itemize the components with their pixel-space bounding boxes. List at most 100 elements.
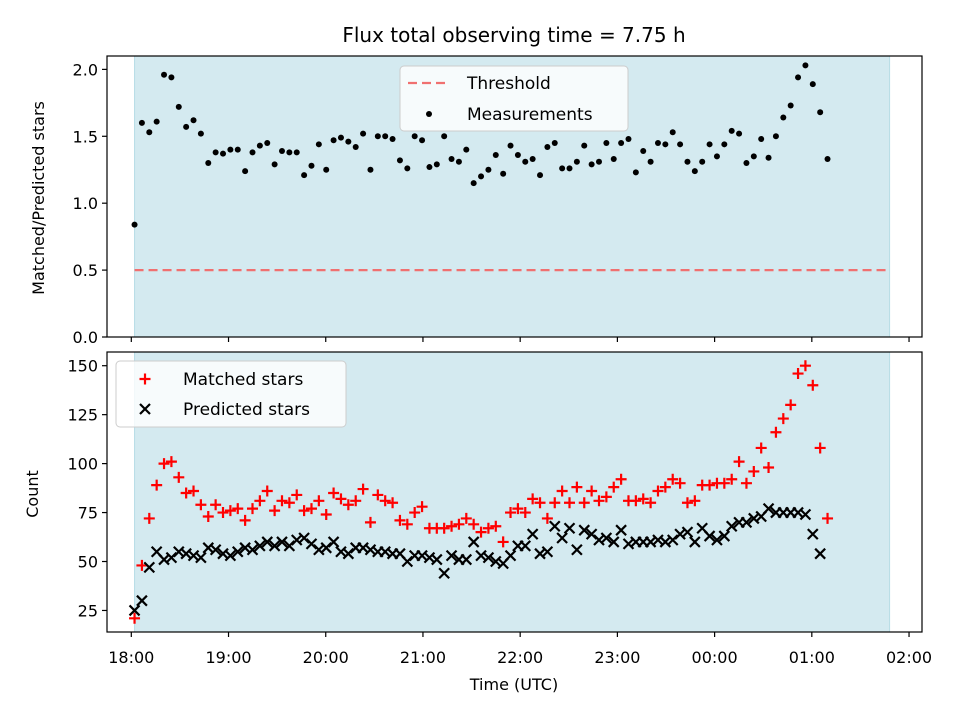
matched-stars-point <box>320 509 332 521</box>
predicted-stars-point <box>548 520 561 533</box>
predicted-stars-point <box>482 551 495 564</box>
measurement-point <box>463 146 470 153</box>
y-tick-label: 1.0 <box>73 194 98 213</box>
measurement-point <box>153 118 160 125</box>
x-axis-label: Time (UTC) <box>469 675 558 694</box>
matched-stars-point <box>335 493 347 505</box>
legend-box <box>399 65 629 132</box>
measurement-point <box>691 168 698 175</box>
predicted-stars-point <box>571 543 583 556</box>
matched-stars-point <box>269 505 281 517</box>
predicted-stars-point <box>460 553 473 566</box>
matched-stars-point <box>534 497 546 509</box>
predicted-stars-point <box>541 545 554 558</box>
matched-stars-point <box>549 497 561 509</box>
matched-stars-point <box>475 526 487 538</box>
top-panel-ratio: 0.0 0.5 1.0 1.5 2.0 Threshold Measurements <box>73 55 923 347</box>
matched-stars-point <box>460 512 472 524</box>
matched-stars-point <box>652 485 664 497</box>
measurement-point <box>323 166 330 173</box>
measurement-point <box>581 142 588 149</box>
matched-stars-point <box>733 456 745 468</box>
measurement-point <box>131 221 138 228</box>
matched-stars-point <box>136 559 148 571</box>
matched-stars-point <box>247 503 259 515</box>
measurement-point <box>551 139 558 146</box>
legend-matched-label: Matched stars <box>183 370 303 390</box>
matched-stars-point <box>755 442 767 454</box>
measurement-point <box>492 152 499 159</box>
matched-stars-point <box>615 473 627 485</box>
predicted-stars-point <box>681 526 694 538</box>
chart-title: Flux total observing time = 7.75 h <box>342 23 685 47</box>
matched-stars-point <box>165 456 177 468</box>
y-tick-label: 100 <box>67 455 98 474</box>
matched-stars-point <box>342 499 354 511</box>
matched-stars-point <box>490 520 502 532</box>
matched-stars-point <box>578 497 590 509</box>
x-tick-label: 22:00 <box>497 648 543 667</box>
measurement-point <box>183 123 190 130</box>
matched-stars-point <box>600 491 612 503</box>
predicted-stars-point <box>143 561 156 574</box>
predicted-stars-point <box>254 540 266 552</box>
matched-stars-point <box>674 477 686 489</box>
measurement-point <box>293 149 300 156</box>
predicted-stars-point <box>725 520 738 533</box>
measurement-point <box>765 154 772 161</box>
top-y-axis-label: Matched/Predicted stars <box>29 101 48 295</box>
measurement-point <box>161 71 168 78</box>
matched-stars-point <box>232 503 244 515</box>
y-tick-label: 50 <box>78 553 98 572</box>
predicted-stars-point <box>438 567 450 580</box>
matched-stars-point <box>283 497 295 509</box>
measurement-point <box>618 139 625 146</box>
predicted-stars-point <box>209 543 222 556</box>
matched-stars-point <box>446 520 458 532</box>
y-tick-label: 150 <box>67 357 98 376</box>
x-tick-label: 00:00 <box>692 648 738 667</box>
matched-stars-point <box>180 487 192 499</box>
measurement-point <box>389 135 396 142</box>
measurement-point <box>411 133 418 140</box>
matched-stars-point <box>659 481 671 493</box>
predicted-stars-point <box>762 502 775 515</box>
y-tick-label: 25 <box>78 601 98 620</box>
matched-stars-point <box>468 518 480 530</box>
matched-stars-point <box>173 471 185 483</box>
measurement-point <box>544 143 551 150</box>
measurement-point <box>743 160 750 167</box>
measurement-point <box>264 139 271 146</box>
measurement-point <box>802 62 809 69</box>
measurement-point <box>396 157 403 164</box>
measurement-point <box>448 156 455 163</box>
predicted-stars-point <box>600 532 613 544</box>
bottom-y-axis-label: Count <box>23 470 42 518</box>
x-tick-label: 01:00 <box>789 648 835 667</box>
predicted-stars-point <box>128 604 141 617</box>
measurement-point <box>728 127 735 134</box>
matched-stars-point <box>305 503 317 515</box>
measurement-point <box>721 141 728 148</box>
predicted-stars-point <box>689 536 701 548</box>
matched-stars-point <box>718 477 730 489</box>
measurement-point <box>588 161 595 168</box>
matched-stars-point <box>556 485 568 497</box>
measurement-point <box>352 143 359 150</box>
measurement-point <box>758 135 765 142</box>
matched-stars-point <box>364 516 376 528</box>
legend-measurements-label: Measurements <box>467 105 593 125</box>
x-tick-label: 23:00 <box>594 648 640 667</box>
matched-stars-point <box>527 493 539 505</box>
measurement-point <box>654 139 661 146</box>
measurement-point <box>190 117 197 124</box>
matched-stars-point <box>726 473 738 485</box>
measurement-point <box>772 133 779 140</box>
legend-predicted-swatch <box>139 403 151 415</box>
measurement-point <box>522 158 529 165</box>
matched-stars-point <box>593 495 605 507</box>
measurement-point <box>426 164 433 171</box>
measurement-point <box>610 156 617 163</box>
predicted-stars-point <box>607 536 620 548</box>
measurement-point <box>603 139 610 146</box>
